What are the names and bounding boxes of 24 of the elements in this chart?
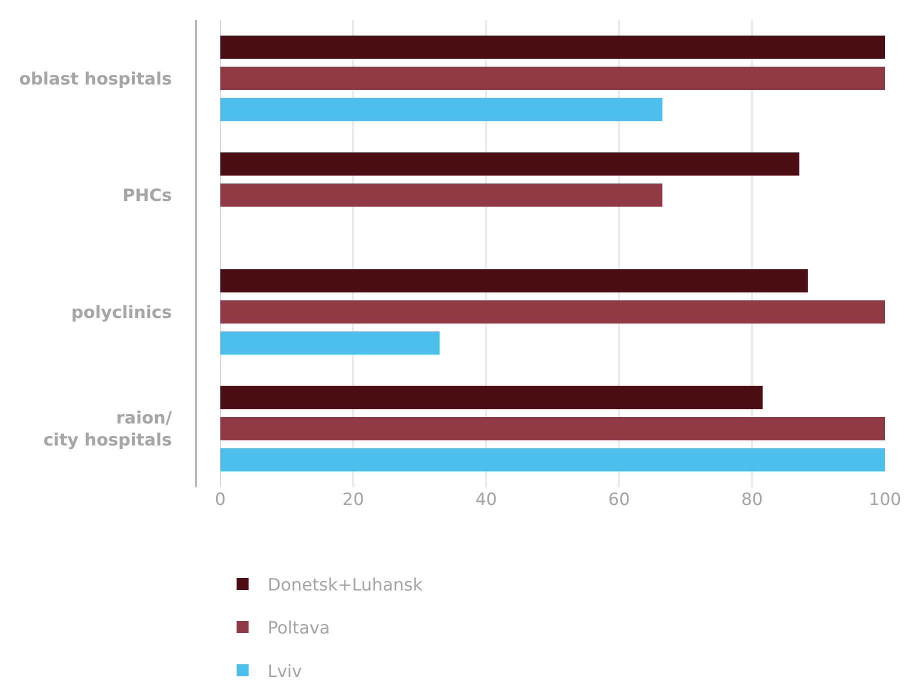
legend-label: Poltava bbox=[268, 618, 330, 639]
y-tick-label: raion/ city hospitals bbox=[43, 408, 173, 451]
legend-label: Donetsk+Luhansk bbox=[268, 576, 423, 596]
bar bbox=[220, 331, 440, 355]
bar bbox=[220, 66, 885, 90]
x-tick-label: 0 bbox=[214, 490, 226, 510]
bar bbox=[220, 36, 885, 59]
y-tick-label: oblast hospitals bbox=[19, 69, 172, 90]
bar bbox=[220, 300, 885, 324]
x-tick-label: 40 bbox=[475, 490, 497, 510]
bar bbox=[220, 416, 885, 440]
x-tick-label: 80 bbox=[741, 490, 763, 510]
legend-label: Lviv bbox=[268, 662, 302, 682]
x-tick-label: 60 bbox=[608, 490, 630, 510]
bar bbox=[220, 183, 662, 207]
bar bbox=[220, 152, 800, 176]
y-tick-label: PHCs bbox=[122, 186, 172, 206]
bar bbox=[220, 448, 885, 472]
bar bbox=[220, 386, 763, 410]
y-tick-label: polyclinics bbox=[71, 302, 172, 323]
x-tick-label: 100 bbox=[868, 490, 902, 510]
x-tick-label: 20 bbox=[342, 490, 364, 510]
bar bbox=[220, 98, 662, 122]
bar bbox=[220, 269, 808, 292]
